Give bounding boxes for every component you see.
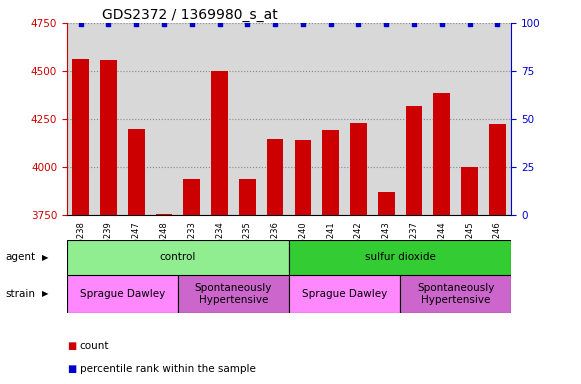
Text: GDS2372 / 1369980_s_at: GDS2372 / 1369980_s_at	[102, 8, 278, 22]
Bar	[178, 275, 289, 313]
Bar	[433, 93, 450, 384]
Bar	[239, 179, 256, 384]
Bar	[378, 192, 394, 384]
Bar	[100, 60, 117, 384]
Point	[437, 21, 446, 27]
Text: ▶: ▶	[41, 253, 48, 262]
Text: ■: ■	[67, 341, 76, 351]
Bar	[67, 240, 289, 275]
Bar	[289, 275, 400, 313]
Bar	[406, 106, 422, 384]
Bar	[184, 179, 200, 384]
Point	[243, 21, 252, 27]
Bar	[267, 139, 284, 384]
Text: percentile rank within the sample: percentile rank within the sample	[80, 364, 256, 374]
Point	[76, 21, 85, 27]
Bar	[289, 240, 511, 275]
Bar	[461, 167, 478, 384]
Bar	[156, 214, 173, 384]
Bar	[322, 129, 339, 384]
Text: Spontaneously
Hypertensive: Spontaneously Hypertensive	[195, 283, 272, 305]
Point	[132, 21, 141, 27]
Point	[382, 21, 391, 27]
Bar	[295, 140, 311, 384]
Point	[465, 21, 474, 27]
Bar	[489, 124, 505, 384]
Text: Sprague Dawley: Sprague Dawley	[302, 289, 387, 299]
Text: control: control	[160, 252, 196, 262]
Bar	[400, 275, 511, 313]
Bar	[350, 123, 367, 384]
Point	[493, 21, 502, 27]
Bar	[67, 275, 178, 313]
Bar	[73, 58, 89, 384]
Point	[104, 21, 113, 27]
Text: agent: agent	[6, 252, 36, 262]
Text: strain: strain	[6, 289, 36, 299]
Bar	[211, 71, 228, 384]
Point	[298, 21, 307, 27]
Point	[271, 21, 280, 27]
Point	[410, 21, 419, 27]
Point	[354, 21, 363, 27]
Bar	[128, 129, 145, 384]
Text: ■: ■	[67, 364, 76, 374]
Text: Sprague Dawley: Sprague Dawley	[80, 289, 165, 299]
Text: count: count	[80, 341, 109, 351]
Point	[159, 21, 168, 27]
Text: Spontaneously
Hypertensive: Spontaneously Hypertensive	[417, 283, 494, 305]
Point	[187, 21, 196, 27]
Text: sulfur dioxide: sulfur dioxide	[365, 252, 436, 262]
Point	[215, 21, 224, 27]
Point	[326, 21, 335, 27]
Text: ▶: ▶	[41, 289, 48, 298]
